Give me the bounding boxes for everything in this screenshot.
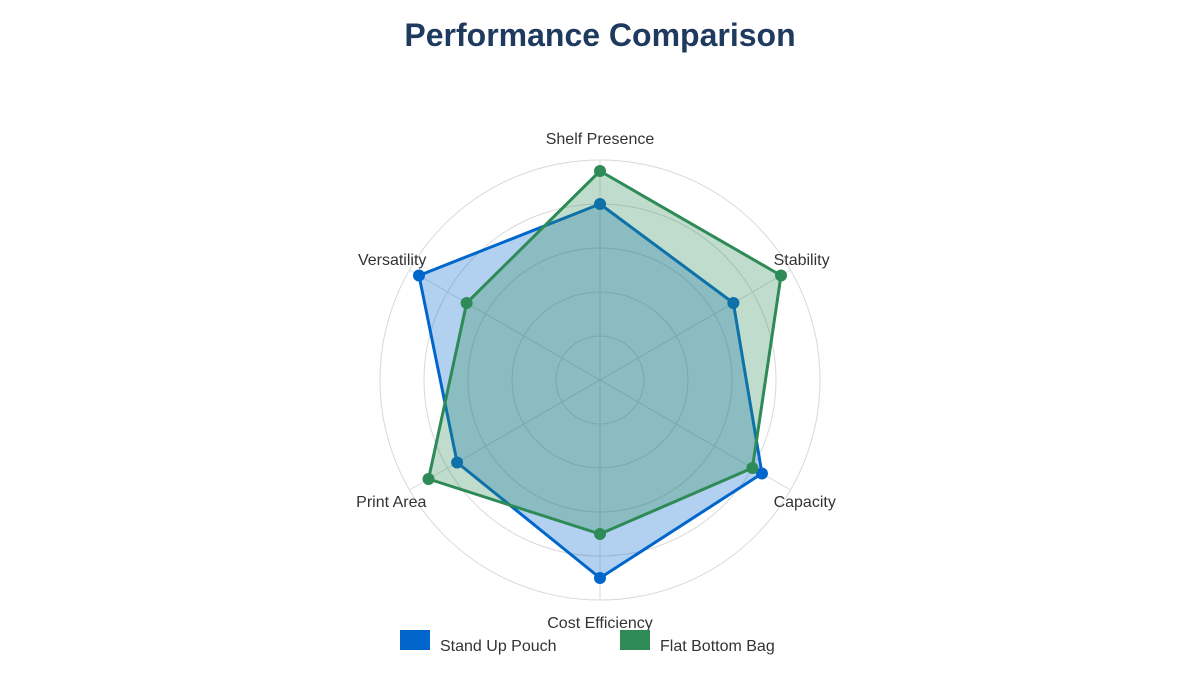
series-point[interactable] (594, 572, 606, 584)
legend-swatch[interactable] (620, 630, 650, 650)
axis-label: Shelf Presence (546, 131, 655, 148)
axis-labels: Shelf Presence Stability Capacity Cost Effi… (356, 131, 836, 632)
legend: Stand Up Pouch Flat Bottom Bag (400, 630, 775, 655)
axis-label: Capacity (774, 494, 836, 511)
series-point[interactable] (460, 297, 473, 309)
series-point[interactable] (755, 467, 768, 480)
axis-spoke (409, 269, 601, 381)
series-point[interactable] (451, 456, 464, 469)
axis-spoke (409, 379, 601, 491)
radar-series-layer (413, 165, 787, 584)
series-point[interactable] (746, 462, 759, 474)
axis-spoke (599, 269, 791, 381)
axis-label: Stability (774, 252, 830, 269)
axis-label: Cost Efficiency (547, 615, 653, 632)
legend-swatch[interactable] (400, 630, 430, 650)
series-point[interactable] (594, 528, 606, 540)
series-point[interactable] (727, 297, 740, 309)
series-area-1 (427, 169, 783, 536)
series-point[interactable] (594, 165, 606, 177)
radar-grid (379, 159, 821, 601)
axis-label: Print Area (356, 494, 426, 511)
legend-label[interactable]: Flat Bottom Bag (660, 638, 775, 655)
chart-title: Performance Comparison (404, 17, 795, 53)
series-point[interactable] (774, 269, 787, 282)
axis-label: Versatility (358, 252, 426, 269)
legend-label[interactable]: Stand Up Pouch (440, 638, 557, 655)
series-point[interactable] (422, 473, 435, 485)
series-point[interactable] (413, 269, 426, 282)
series-point[interactable] (594, 198, 606, 210)
